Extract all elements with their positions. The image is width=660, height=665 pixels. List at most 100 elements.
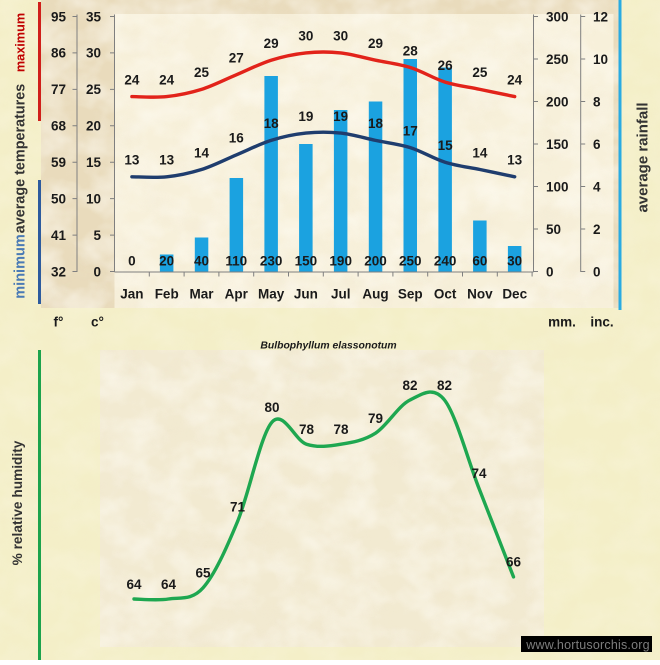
svg-text:26: 26 xyxy=(438,58,454,73)
svg-text:10: 10 xyxy=(593,52,608,67)
svg-text:32: 32 xyxy=(51,264,66,279)
svg-text:150: 150 xyxy=(295,254,318,269)
svg-text:14: 14 xyxy=(194,145,210,160)
svg-text:24: 24 xyxy=(159,72,175,87)
svg-text:0: 0 xyxy=(593,264,601,279)
svg-text:minimum: minimum xyxy=(13,234,29,298)
svg-text:25: 25 xyxy=(194,65,210,80)
svg-text:30: 30 xyxy=(507,254,522,269)
svg-text:10: 10 xyxy=(86,191,101,206)
svg-text:Sep: Sep xyxy=(398,287,423,302)
svg-text:Dec: Dec xyxy=(502,287,527,302)
svg-text:80: 80 xyxy=(264,400,279,415)
svg-text:78: 78 xyxy=(333,422,349,437)
svg-text:Jun: Jun xyxy=(294,287,318,302)
svg-text:average rainfall: average rainfall xyxy=(635,102,652,212)
svg-text:150: 150 xyxy=(546,137,569,152)
svg-text:64: 64 xyxy=(126,577,142,592)
svg-text:82: 82 xyxy=(437,378,452,393)
svg-text:www.hortusorchis.org: www.hortusorchis.org xyxy=(525,638,650,652)
svg-text:240: 240 xyxy=(434,254,457,269)
svg-text:74: 74 xyxy=(471,466,487,481)
svg-text:0: 0 xyxy=(93,264,101,279)
svg-text:16: 16 xyxy=(229,131,245,146)
svg-text:64: 64 xyxy=(161,577,177,592)
svg-text:250: 250 xyxy=(546,52,569,67)
svg-text:27: 27 xyxy=(229,51,244,66)
svg-text:30: 30 xyxy=(86,46,101,61)
svg-text:Jan: Jan xyxy=(120,287,143,302)
svg-text:15: 15 xyxy=(86,155,102,170)
svg-text:5: 5 xyxy=(93,228,101,243)
svg-text:24: 24 xyxy=(124,72,140,87)
svg-text:18: 18 xyxy=(264,116,280,131)
svg-text:71: 71 xyxy=(230,499,246,514)
svg-text:28: 28 xyxy=(403,43,419,58)
svg-text:77: 77 xyxy=(51,82,66,97)
svg-text:6: 6 xyxy=(593,137,601,152)
svg-text:Bulbophyllum elassonotum: Bulbophyllum elassonotum xyxy=(260,341,396,352)
svg-text:c°: c° xyxy=(91,315,104,330)
svg-text:300: 300 xyxy=(546,9,569,24)
svg-text:Apr: Apr xyxy=(225,287,249,302)
svg-text:Oct: Oct xyxy=(434,287,457,302)
svg-text:50: 50 xyxy=(51,191,66,206)
svg-text:24: 24 xyxy=(507,72,523,87)
svg-text:0: 0 xyxy=(128,254,136,269)
svg-text:Feb: Feb xyxy=(155,287,179,302)
svg-text:% relative humidity: % relative humidity xyxy=(10,440,25,565)
svg-text:100: 100 xyxy=(546,179,569,194)
svg-text:13: 13 xyxy=(159,153,175,168)
svg-text:25: 25 xyxy=(86,82,102,97)
svg-text:78: 78 xyxy=(299,422,315,437)
svg-text:20: 20 xyxy=(86,119,101,134)
svg-text:average temperatures: average temperatures xyxy=(13,84,29,234)
svg-text:41: 41 xyxy=(51,228,67,243)
svg-text:20: 20 xyxy=(159,254,174,269)
svg-text:4: 4 xyxy=(593,179,601,194)
svg-text:Jul: Jul xyxy=(331,287,351,302)
svg-text:mm.: mm. xyxy=(548,315,576,330)
svg-text:68: 68 xyxy=(51,119,67,134)
svg-text:40: 40 xyxy=(194,254,209,269)
svg-text:82: 82 xyxy=(402,378,417,393)
svg-text:f°: f° xyxy=(54,315,64,330)
svg-text:17: 17 xyxy=(403,123,418,138)
svg-text:14: 14 xyxy=(472,145,488,160)
svg-text:13: 13 xyxy=(124,153,140,168)
svg-text:inc.: inc. xyxy=(590,315,613,330)
svg-text:60: 60 xyxy=(472,254,487,269)
svg-text:59: 59 xyxy=(51,155,66,170)
svg-text:250: 250 xyxy=(399,254,422,269)
svg-text:35: 35 xyxy=(86,9,102,24)
svg-text:30: 30 xyxy=(333,29,348,44)
svg-text:95: 95 xyxy=(51,9,67,24)
svg-text:110: 110 xyxy=(225,254,247,269)
svg-text:65: 65 xyxy=(195,566,211,581)
svg-text:19: 19 xyxy=(333,109,348,124)
svg-text:200: 200 xyxy=(546,94,569,109)
svg-text:Aug: Aug xyxy=(362,287,388,302)
svg-text:18: 18 xyxy=(368,116,384,131)
svg-text:190: 190 xyxy=(329,254,352,269)
svg-text:25: 25 xyxy=(472,65,488,80)
svg-text:2: 2 xyxy=(593,222,601,237)
svg-text:230: 230 xyxy=(260,254,283,269)
svg-text:13: 13 xyxy=(507,153,523,168)
svg-text:12: 12 xyxy=(593,9,608,24)
svg-text:Nov: Nov xyxy=(467,287,493,302)
svg-text:86: 86 xyxy=(51,46,67,61)
svg-text:50: 50 xyxy=(546,222,561,237)
svg-text:66: 66 xyxy=(506,555,522,570)
svg-text:15: 15 xyxy=(438,138,454,153)
svg-text:29: 29 xyxy=(368,36,383,51)
svg-text:maximum: maximum xyxy=(14,13,28,72)
svg-text:19: 19 xyxy=(298,109,313,124)
svg-text:30: 30 xyxy=(298,29,313,44)
svg-text:29: 29 xyxy=(264,36,279,51)
svg-text:8: 8 xyxy=(593,94,601,109)
svg-text:0: 0 xyxy=(546,264,554,279)
svg-text:79: 79 xyxy=(368,411,383,426)
svg-text:May: May xyxy=(258,287,285,302)
svg-text:200: 200 xyxy=(364,254,387,269)
